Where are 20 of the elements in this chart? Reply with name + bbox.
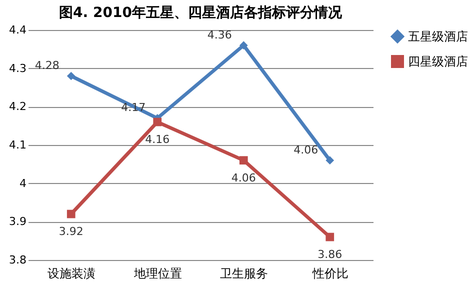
y-tick-label: 4.3: [9, 62, 26, 75]
y-tick-label: 4.1: [9, 138, 26, 152]
data-label: 4.16: [145, 133, 170, 146]
legend-label: 四星级酒店: [408, 54, 468, 68]
x-tick-label: 性价比: [311, 266, 348, 280]
chart-title: 图4. 2010年五星、四星酒店各指标评分情况: [59, 4, 343, 21]
data-label: 4.06: [231, 171, 256, 184]
data-label: 4.36: [207, 28, 232, 42]
x-tick-label: 设施装潢: [48, 266, 96, 280]
y-tick-label: 4: [20, 176, 26, 190]
y-tick-label: 3.9: [9, 215, 26, 228]
x-tick-label: 卫生服务: [220, 266, 268, 280]
y-tick-label: 4.4: [9, 24, 26, 36]
y-tick-label: 3.8: [9, 254, 26, 266]
legend-label: 五星级酒店: [408, 30, 468, 44]
data-label: 3.92: [58, 225, 84, 238]
y-tick-label: 4.2: [9, 100, 26, 114]
data-label: 4.06: [294, 143, 318, 156]
x-tick-label: 地理位置: [132, 266, 182, 280]
data-label: 3.86: [318, 248, 342, 261]
